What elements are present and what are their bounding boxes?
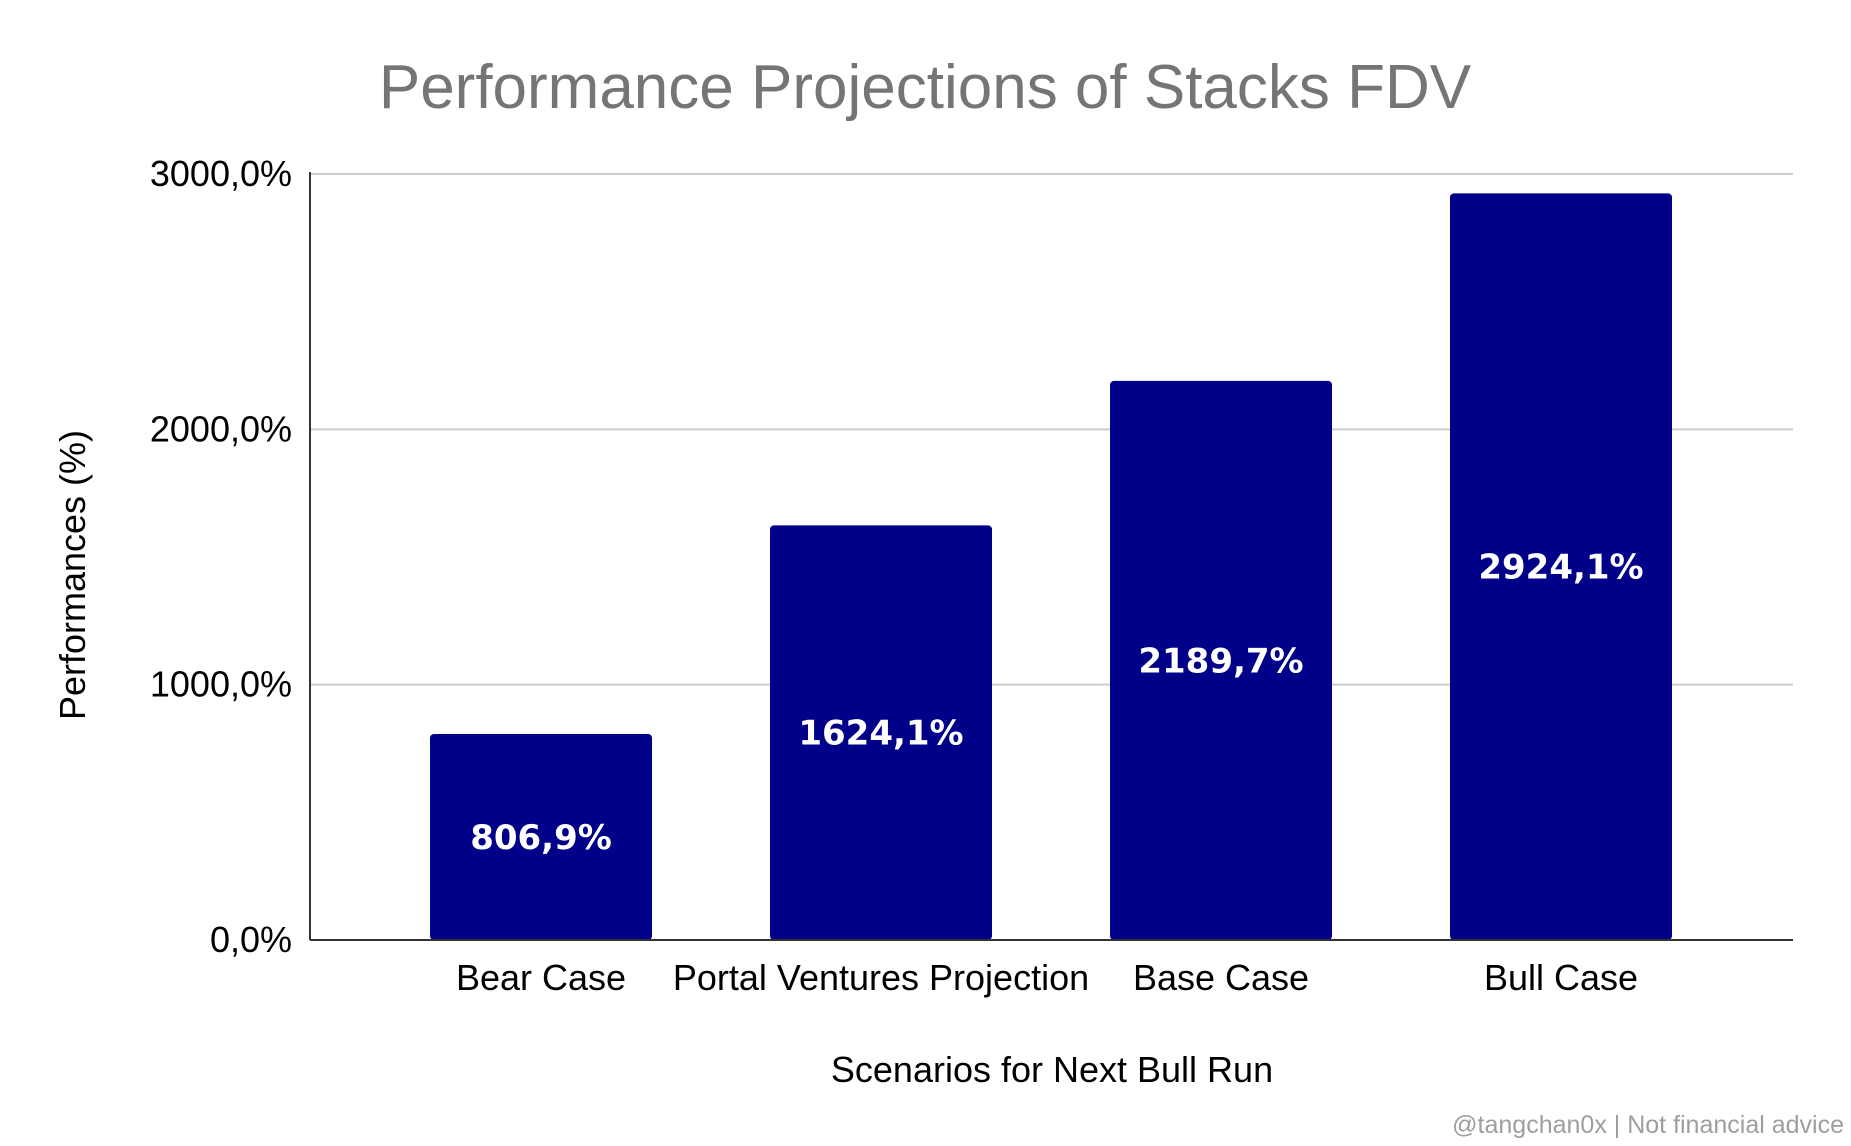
bar [430, 733, 652, 940]
x-tick-label: Bull Case [1484, 957, 1638, 998]
x-axis-title: Scenarios for Next Bull Run [831, 1049, 1273, 1090]
y-tick-label: 0,0% [210, 919, 292, 960]
y-tick-label: 2000,0% [150, 408, 292, 449]
y-axis-ticks: 0,0% 1000,0% 2000,0% 3000,0% [150, 153, 292, 960]
bar [770, 525, 992, 940]
chart-title: Performance Projections of Stacks FDV [379, 53, 1472, 122]
bar-value-label: 1624,1% [798, 714, 963, 754]
watermark: @tangchan0x | Not financial advice [1452, 1111, 1844, 1139]
y-axis-title: Performances (%) [52, 430, 93, 720]
bar-value-label: 2924,1% [1478, 548, 1643, 588]
y-tick-label: 1000,0% [150, 664, 292, 705]
bar-value-label: 806,9% [470, 818, 612, 858]
bar [1450, 193, 1672, 940]
x-axis-ticks: Bear Case Portal Ventures Projection Base … [456, 957, 1638, 998]
x-tick-label: Bear Case [456, 957, 626, 998]
bars [430, 193, 1672, 940]
bar [1110, 380, 1332, 940]
data-labels: 806,9% 1624,1% 2189,7% 2924,1% [470, 548, 1643, 858]
y-tick-label: 3000,0% [150, 153, 292, 194]
x-tick-label: Portal Ventures Projection [673, 957, 1089, 998]
bar-value-label: 2189,7% [1138, 641, 1303, 681]
x-tick-label: Base Case [1133, 957, 1309, 998]
